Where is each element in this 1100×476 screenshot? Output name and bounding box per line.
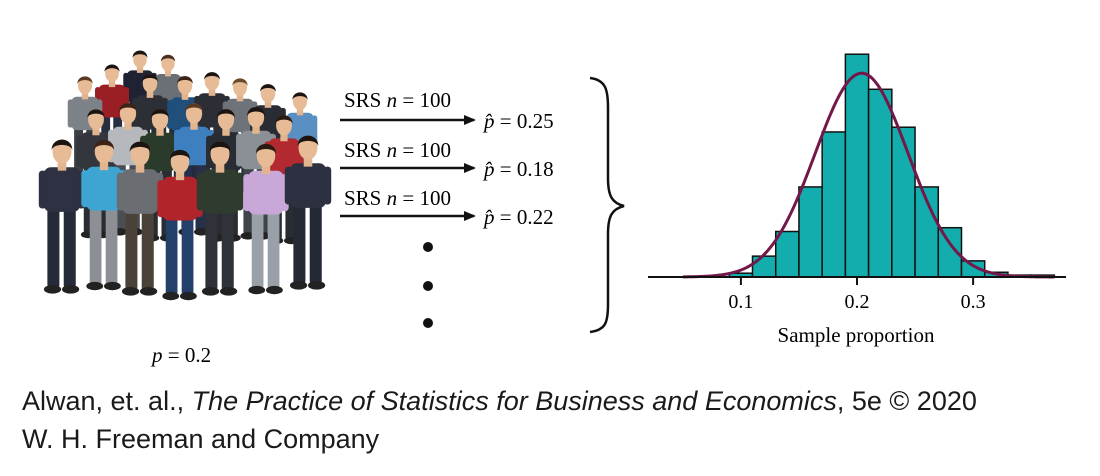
x-tick-label: 0.2 [845,291,870,313]
person-figure [116,141,164,296]
person-figure [196,141,244,296]
person-figure [81,139,127,291]
population-crowd-illustration [38,50,332,301]
population-label: p = 0.2 [150,343,211,367]
sample-result: p̂ = 0.18 [482,157,554,181]
normal-density-curve [682,71,1055,279]
person-figure [157,149,203,301]
sample-result: p̂ = 0.22 [482,205,554,229]
citation-book-title: The Practice of Statistics for Business … [191,386,837,416]
histogram-bar [774,230,800,278]
ellipsis-dot [423,318,433,328]
ellipsis-dot [423,281,433,291]
person-figure [284,135,332,290]
citation-line-2: W. H. Freeman and Company [22,424,380,454]
citation-line-1: Alwan, et. al., The Practice of Statisti… [22,386,977,417]
sample-label: SRS n = 100 [344,138,451,162]
histogram-bar [891,126,916,278]
histogram-bar [798,186,823,278]
sample-row-1: SRS n = 100 p̂ = 0.25 [340,88,554,133]
x-axis-label: Sample proportion [778,323,935,347]
sample-label: SRS n = 100 [344,88,451,112]
person-figure [38,139,86,294]
sample-row-2: SRS n = 100 p̂ = 0.18 [340,138,554,181]
histogram-bar [844,53,870,278]
histogram-bars [728,53,1056,278]
sample-row-3: SRS n = 100 p̂ = 0.22 [340,186,554,229]
sample-result: p̂ = 0.25 [482,109,554,133]
histogram-bar [751,255,777,278]
curly-brace [589,76,625,334]
citation-authors: Alwan, et. al., [22,386,192,416]
sampling-distribution-histogram: 0.1 0.2 0.3 Sample proportion [648,53,1066,347]
citation-edition: , 5e © 2020 [836,386,977,416]
sample-label: SRS n = 100 [344,186,451,210]
x-tick-label: 0.3 [961,291,986,313]
x-tick-label: 0.1 [728,291,753,313]
histogram-bar [821,131,847,278]
x-axis-ticks: 0.1 0.2 0.3 [728,277,986,313]
ellipsis-dot [423,242,433,252]
histogram-bar [867,88,893,278]
